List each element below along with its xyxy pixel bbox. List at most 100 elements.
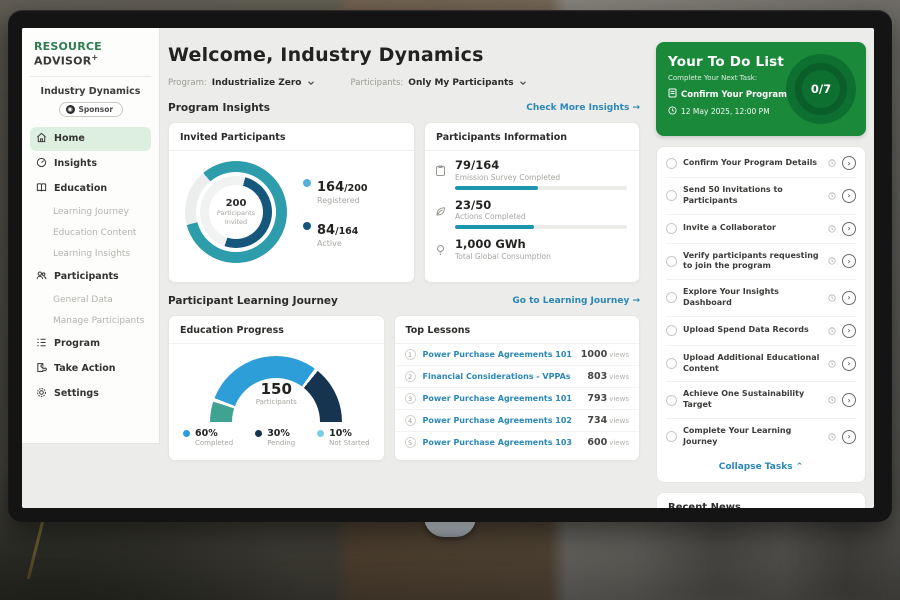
todo-item[interactable]: Upload Additional Educational Content ›: [666, 346, 856, 383]
todo-progress-value: 0/7: [810, 82, 832, 96]
lesson-link[interactable]: Power Purchase Agreements 102: [422, 416, 572, 425]
recent-news-card: Recent News: [656, 491, 866, 508]
chevron-right-button[interactable]: ›: [842, 221, 856, 236]
actions-progress-bar: [455, 225, 627, 230]
checkbox-icon[interactable]: [666, 325, 677, 337]
clock-icon: [828, 192, 836, 200]
checkbox-icon[interactable]: [666, 358, 677, 370]
card-title: Participants Information: [425, 123, 639, 151]
check-more-insights-link[interactable]: Check More Insights →: [526, 103, 640, 113]
todo-panel: Your To Do List Complete Your Next Task:…: [656, 42, 866, 508]
legend-pending: 30% Pending: [255, 428, 295, 447]
chevron-up-icon: ⌃: [795, 461, 804, 472]
participants-select[interactable]: Participants: Only My Participants: [351, 78, 527, 88]
actions-completed-row: 23/50 Actions Completed: [435, 198, 627, 230]
todo-item[interactable]: Achieve One Sustainability Target ›: [666, 382, 856, 419]
sidebar-item-take-action[interactable]: Take Action: [30, 357, 151, 381]
chevron-right-button[interactable]: ›: [842, 254, 856, 269]
lesson-link[interactable]: Financial Considerations - VPPAs: [422, 372, 571, 381]
donut-center-label: Participants Invited: [216, 209, 256, 226]
sidebar-item-education-content[interactable]: Education Content: [53, 227, 137, 238]
go-to-learning-journey-link[interactable]: Go to Learning Journey →: [512, 296, 640, 306]
participants-information-card: Participants Information 79/164 Emission…: [424, 122, 640, 283]
learning-journey-heading: Participant Learning Journey: [168, 295, 338, 307]
gauge-center-label: Participants: [255, 398, 297, 406]
collapse-tasks-link[interactable]: Collapse Tasks ⌃: [718, 461, 804, 472]
todo-next-task: Confirm Your Program Details: [668, 88, 854, 101]
donut-center-value: 200: [225, 198, 247, 210]
sidebar-item-learning-journey[interactable]: Learning Journey: [53, 206, 129, 217]
todo-hero-card: Your To Do List Complete Your Next Task:…: [656, 42, 866, 136]
lesson-row: 5 Power Purchase Agreements 103 600 views: [395, 432, 639, 453]
emission-progress-bar: [455, 185, 627, 190]
resource-advisor-logo: RESOURCE ADVISOR+: [30, 38, 151, 77]
lesson-link[interactable]: Power Purchase Agreements 103: [422, 438, 572, 447]
clock-icon: [828, 224, 836, 233]
todo-item[interactable]: Upload Spend Data Records ›: [666, 317, 856, 346]
lesson-link[interactable]: Power Purchase Agreements 101: [422, 394, 572, 403]
sidebar-item-general-data[interactable]: General Data: [53, 294, 113, 305]
lesson-link[interactable]: Power Purchase Agreements 101: [422, 350, 572, 359]
todo-datetime: 12 May 2025, 12:00 PM: [668, 106, 854, 117]
sidebar-item-insights[interactable]: Insights: [30, 152, 151, 176]
legend-registered: 164/200 Registered: [303, 176, 367, 205]
sidebar-item-manage-participants[interactable]: Manage Participants: [53, 315, 145, 326]
chevron-right-button[interactable]: ›: [842, 393, 856, 408]
card-title: Top Lessons: [394, 316, 639, 344]
top-lessons-card: Top Lessons 1 Power Purchase Agreements …: [393, 315, 640, 461]
lesson-row: 1 Power Purchase Agreements 101 1000 view…: [394, 344, 639, 366]
registered-dot: [303, 179, 311, 187]
invited-participants-donut: 200 Participants Invited: [185, 161, 287, 263]
clock-icon: [668, 106, 677, 117]
sidebar-item-home[interactable]: Home: [30, 126, 151, 151]
todo-title: Your To Do List: [668, 54, 785, 70]
chevron-right-button[interactable]: ›: [842, 323, 856, 338]
sponsor-icon: ◉: [65, 104, 75, 114]
leaf-icon: [435, 199, 448, 230]
program-select[interactable]: Program: Industrialize Zero: [168, 78, 315, 88]
arrow-right-icon: →: [632, 103, 640, 113]
todo-item[interactable]: Invite a Collaborator ›: [666, 215, 856, 244]
checkbox-icon[interactable]: [666, 431, 677, 443]
emission-survey-row: 79/164 Emission Survey Completed: [435, 159, 627, 190]
legend-completed: 60% Completed: [183, 428, 233, 447]
sidebar: RESOURCE ADVISOR+ Industry Dynamics ◉ Sp…: [22, 28, 160, 444]
clock-icon: [828, 159, 836, 167]
chevron-right-button[interactable]: ›: [842, 356, 856, 371]
gauge-legend: 60% Completed 30% Pending 10% Not Started: [169, 426, 384, 447]
chevron-right-button[interactable]: ›: [842, 290, 856, 305]
todo-progress-ring: 0/7: [786, 54, 856, 124]
lesson-row: 2 Financial Considerations - VPPAs 803 vi…: [394, 366, 639, 388]
todo-item[interactable]: Send 50 Invitations to Participants ›: [666, 178, 856, 215]
todo-item[interactable]: Explore Your Insights Dashboard ›: [666, 280, 856, 317]
checkbox-icon[interactable]: [666, 190, 677, 202]
monitor-bezel: RESOURCE ADVISOR+ Industry Dynamics ◉ Sp…: [8, 10, 892, 522]
progress-bar-fill: [455, 225, 535, 230]
education-icon: [36, 182, 47, 196]
checkbox-icon[interactable]: [666, 255, 677, 267]
todo-item[interactable]: Verify participants requesting to join t…: [666, 244, 856, 281]
todo-item[interactable]: Complete Your Learning Journey ›: [666, 419, 856, 455]
checkbox-icon[interactable]: [666, 292, 677, 304]
checkbox-icon[interactable]: [666, 394, 677, 406]
recent-news-heading: Recent News: [668, 502, 854, 508]
todo-item[interactable]: Confirm Your Program Details ›: [666, 149, 856, 178]
chevron-right-button[interactable]: ›: [842, 188, 856, 203]
chevron-right-button[interactable]: ›: [842, 156, 856, 170]
sponsor-badge[interactable]: ◉ Sponsor: [58, 101, 123, 117]
sidebar-item-learning-insights[interactable]: Learning Insights: [53, 248, 131, 259]
sidebar-item-education[interactable]: Education: [30, 177, 151, 201]
chevron-down-icon: [307, 79, 315, 87]
dashboard-screen: RESOURCE ADVISOR+ Industry Dynamics ◉ Sp…: [22, 28, 874, 508]
legend-active: 84/164 Active: [303, 219, 367, 248]
checkbox-icon[interactable]: [666, 223, 677, 235]
lesson-row: 4 Power Purchase Agreements 102 734 views: [394, 410, 639, 432]
sidebar-item-participants[interactable]: Participants: [30, 265, 151, 289]
sidebar-item-program[interactable]: Program: [30, 332, 151, 356]
sidebar-item-settings[interactable]: Settings: [30, 382, 151, 406]
home-icon: [36, 132, 47, 146]
checkbox-icon[interactable]: [666, 157, 677, 169]
card-title: Invited Participants: [169, 123, 414, 151]
chevron-right-button[interactable]: ›: [842, 429, 856, 444]
todo-subtitle: Complete Your Next Task:: [668, 74, 758, 82]
